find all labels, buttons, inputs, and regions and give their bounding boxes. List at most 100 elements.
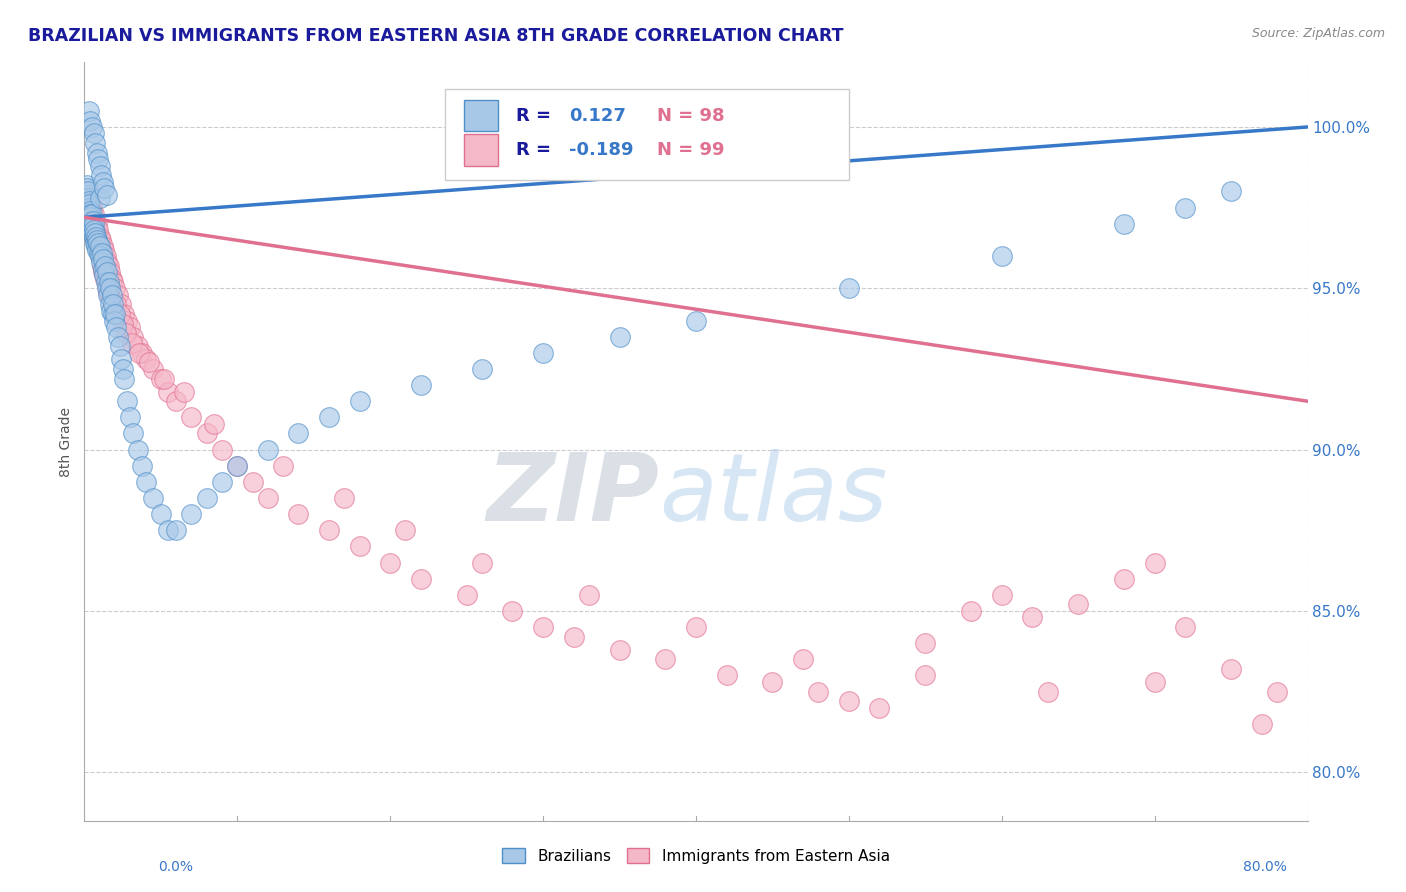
Text: Source: ZipAtlas.com: Source: ZipAtlas.com — [1251, 27, 1385, 40]
Point — [90, 255, 112, 269]
Point — [195, 491, 218, 505]
Point — [82, 223, 104, 237]
Point — [77, 185, 100, 199]
Point — [180, 507, 202, 521]
Point — [79, 201, 101, 215]
Point — [84, 239, 107, 253]
Point — [87, 153, 110, 167]
Point — [91, 175, 114, 189]
Point — [80, 207, 103, 221]
Point — [97, 285, 120, 299]
Point — [83, 229, 105, 244]
Point — [98, 281, 121, 295]
Point — [97, 287, 120, 301]
Point — [89, 249, 111, 263]
Point — [89, 159, 111, 173]
Point — [111, 362, 134, 376]
Point — [157, 384, 180, 399]
Point — [333, 491, 356, 505]
Point — [180, 410, 202, 425]
Point — [1036, 684, 1059, 698]
Point — [110, 352, 132, 367]
Point — [153, 371, 176, 385]
Point — [91, 261, 114, 276]
Point — [77, 191, 100, 205]
Point — [135, 352, 157, 367]
Point — [138, 355, 160, 369]
Text: -0.189: -0.189 — [569, 141, 633, 159]
Point — [122, 426, 145, 441]
Point — [120, 320, 142, 334]
Point — [149, 507, 172, 521]
FancyBboxPatch shape — [446, 89, 849, 180]
Point — [960, 604, 983, 618]
Point — [82, 213, 104, 227]
Point — [409, 378, 432, 392]
Point — [165, 523, 187, 537]
Point — [1114, 217, 1136, 231]
Point — [1265, 684, 1288, 698]
Point — [195, 426, 218, 441]
Point — [80, 213, 103, 227]
Point — [76, 181, 98, 195]
Point — [1021, 610, 1043, 624]
Point — [79, 113, 101, 128]
Point — [456, 588, 478, 602]
Point — [120, 410, 142, 425]
Point — [127, 442, 149, 457]
Point — [83, 127, 105, 141]
Point — [914, 668, 936, 682]
Point — [531, 346, 554, 360]
Point — [87, 236, 110, 251]
Point — [135, 475, 157, 489]
Point — [84, 213, 107, 227]
Point — [654, 652, 676, 666]
Point — [838, 694, 860, 708]
Point — [77, 103, 100, 118]
Point — [226, 458, 249, 473]
Point — [1143, 674, 1166, 689]
Point — [112, 307, 135, 321]
Point — [1174, 620, 1197, 634]
Point — [83, 223, 105, 237]
Point — [93, 252, 115, 267]
Point — [79, 197, 101, 211]
Point — [77, 194, 100, 209]
Point — [287, 426, 309, 441]
Point — [838, 281, 860, 295]
Point — [94, 275, 117, 289]
Point — [131, 458, 153, 473]
Text: R =: R = — [516, 141, 557, 159]
Point — [89, 249, 111, 263]
Point — [1114, 572, 1136, 586]
Point — [96, 281, 118, 295]
Point — [114, 326, 136, 341]
Point — [112, 371, 135, 385]
Point — [93, 181, 115, 195]
Point — [80, 217, 103, 231]
Point — [101, 271, 124, 285]
Point — [108, 339, 131, 353]
Point — [128, 346, 150, 360]
Point — [471, 362, 494, 376]
FancyBboxPatch shape — [464, 100, 498, 131]
Point — [115, 313, 138, 327]
Point — [211, 442, 233, 457]
Point — [394, 523, 416, 537]
Point — [86, 233, 108, 247]
Point — [104, 307, 127, 321]
Point — [98, 265, 121, 279]
Point — [86, 236, 108, 251]
Point — [84, 229, 107, 244]
Point — [86, 217, 108, 231]
Point — [76, 187, 98, 202]
Point — [91, 239, 114, 253]
Point — [76, 191, 98, 205]
Point — [761, 674, 783, 689]
Point — [76, 178, 98, 192]
Text: 0.127: 0.127 — [569, 106, 626, 125]
Point — [242, 475, 264, 489]
Point — [257, 491, 280, 505]
Point — [110, 297, 132, 311]
Point — [96, 255, 118, 269]
